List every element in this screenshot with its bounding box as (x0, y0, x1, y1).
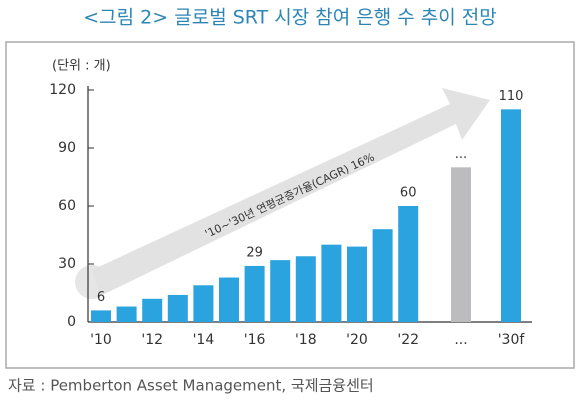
source: 자료 : Pemberton Asset Management, 국제금융센터 (8, 377, 374, 395)
unit-label: (단위 : 개) (52, 59, 111, 74)
bar (270, 260, 291, 322)
value-label: 29 (246, 245, 263, 260)
value-label: 6 (97, 290, 105, 305)
bar (321, 244, 342, 322)
value-label: 110 (499, 89, 524, 104)
frame (5, 41, 575, 369)
y-tick-label: 0 (67, 314, 76, 330)
bar (244, 265, 265, 322)
y-tick-label: 30 (58, 256, 76, 272)
x-tick-label: '16 (244, 332, 266, 348)
bar (372, 229, 393, 322)
bar (193, 285, 214, 322)
x-tick-label: '14 (193, 332, 215, 348)
value-label: 60 (400, 186, 417, 201)
bar (167, 294, 188, 322)
x-tick-label: '20 (346, 332, 368, 348)
x-tick-label: '12 (141, 332, 163, 348)
bar (91, 310, 111, 322)
bar (398, 206, 419, 322)
x-tick-label: '22 (397, 332, 419, 348)
bar (142, 298, 163, 322)
y-tick-label: 120 (49, 82, 76, 98)
bar (347, 246, 367, 322)
bar (295, 256, 316, 322)
y-tick-label: 90 (58, 140, 76, 156)
x-tick-label: '10 (90, 332, 112, 348)
bar (116, 306, 137, 322)
bar (501, 109, 521, 322)
chart-title: <그림 2> 글로벌 SRT 시장 참여 은행 수 추이 전망 (83, 7, 496, 29)
y-tick-label: 60 (58, 198, 76, 214)
value-label: ... (455, 147, 467, 162)
bar (451, 167, 471, 322)
annotation: '10~'30년 연평균증가율(CAGR) 16% (203, 150, 376, 240)
x-tick-label: '30f (498, 332, 526, 348)
trend-arrow (75, 88, 490, 299)
x-tick-label: ... (454, 332, 467, 348)
x-tick-label: '18 (295, 332, 317, 348)
bar (219, 277, 239, 322)
